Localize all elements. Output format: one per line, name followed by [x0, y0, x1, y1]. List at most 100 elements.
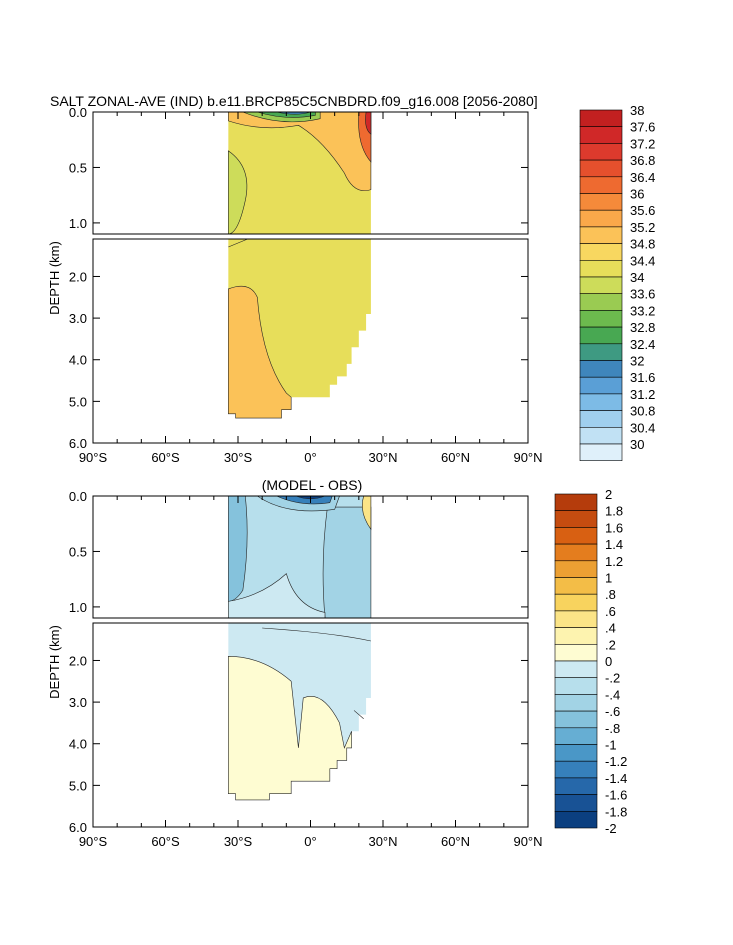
colorbar-cell [579, 310, 623, 328]
colorbar-cell [579, 193, 623, 211]
y-tick-label: 4.0 [69, 737, 87, 752]
x-tick-label: 60°S [151, 450, 180, 465]
plot1-panel: 0.0 0.5 1.0 2.0 3.0 4.0 5.0 6.090°S 60°S 30°S 0° 30… [69, 105, 543, 465]
colorbar-label: 36 [630, 187, 644, 202]
colorbar-label: .4 [605, 621, 616, 636]
colorbar-label: -2 [605, 821, 617, 836]
colorbar-label: 1.2 [605, 554, 623, 569]
y-tick-label: 0.0 [69, 105, 87, 120]
y-tick-label: 1.0 [69, 600, 87, 615]
colorbar-label: 30 [630, 437, 644, 452]
colorbar-label: -.6 [605, 704, 620, 719]
contour-east-mid [322, 506, 372, 619]
colorbar-label: 37.2 [630, 136, 655, 151]
colorbar-cell [554, 493, 598, 512]
y-tick-label: 5.0 [69, 394, 87, 409]
colorbar-label: 31.6 [630, 370, 655, 385]
colorbar-label: 32.4 [630, 337, 655, 352]
plot1-ylabel: DEPTH (km) [47, 241, 62, 315]
contour-deep-orange [228, 285, 292, 419]
contour-line-upper-lower [228, 238, 248, 248]
contour-deep-positive [228, 656, 352, 801]
colorbar-cell [554, 810, 598, 829]
colorbar-cell [579, 109, 623, 128]
colorbar-label: -.8 [605, 721, 620, 736]
colorbar-label: 35.6 [630, 203, 655, 218]
colorbar-cell [579, 276, 623, 295]
colorbar-label: 30.8 [630, 404, 655, 419]
colorbar-label: 35.2 [630, 220, 655, 235]
colorbar-label: -1.8 [605, 804, 627, 819]
colorbar-cell [579, 376, 623, 395]
contour-salty-2 [365, 111, 372, 135]
colorbar-label: 34 [630, 270, 644, 285]
colorbar-label: 1.8 [605, 504, 623, 519]
x-tick-label: 90°S [79, 450, 108, 465]
colorbar-label: 32.8 [630, 320, 655, 335]
colorbar-cell [579, 393, 623, 411]
colorbar-label: -1.2 [605, 754, 627, 769]
colorbar-label: 31.2 [630, 387, 655, 402]
colorbar-cell [579, 159, 623, 178]
colorbar-label: 32 [630, 354, 644, 369]
colorbar-label: 2 [605, 487, 612, 502]
y-tick-label: 3.0 [69, 311, 87, 326]
contour-high-north [228, 111, 372, 191]
y-tick-label: 2.0 [69, 269, 87, 284]
colorbar-cell [554, 694, 598, 712]
colorbar-label: -1.4 [605, 771, 627, 786]
x-tick-label: 0° [304, 450, 316, 465]
colorbar-label: -1.6 [605, 788, 627, 803]
colorbar-cell [554, 527, 598, 545]
y-tick-label: 6.0 [69, 820, 87, 835]
colorbar-cell [554, 593, 598, 612]
colorbar-cell [579, 209, 623, 228]
colorbar-label: 36.8 [630, 153, 655, 168]
contour-west-light [228, 573, 326, 619]
colorbar-cell [579, 343, 623, 361]
plot2-ylabel: DEPTH (km) [47, 625, 62, 699]
x-tick-label: 60°N [441, 834, 470, 849]
x-tick-label: 60°S [151, 834, 180, 849]
colorbar-cell [579, 426, 623, 445]
y-tick-label: 2.0 [69, 653, 87, 668]
y-tick-label: 4.0 [69, 353, 87, 368]
colorbar-cell [554, 643, 598, 662]
plot1-title: SALT ZONAL-AVE (IND) b.e11.BRCP85C5CNBDR… [50, 93, 538, 109]
x-tick-label: 30°S [224, 450, 253, 465]
colorbar-label: -1 [605, 738, 617, 753]
colorbar-cell [579, 443, 623, 462]
colorbar-cell [554, 610, 598, 628]
colorbar-cell [579, 243, 623, 261]
colorbar-cell [554, 777, 598, 795]
colorbar-cell [554, 577, 598, 595]
colorbar-label: -.4 [605, 687, 620, 702]
plot2-panel: 0.0 0.5 1.0 2.0 3.0 4.0 5.0 6.090°S 60°S 30°S 0° 30… [69, 489, 543, 849]
colorbar-cell [554, 727, 598, 745]
colorbar-cell [554, 794, 598, 812]
colorbar-cell [579, 143, 623, 161]
colorbar-label: .2 [605, 637, 616, 652]
colorbar-cell [579, 226, 623, 244]
colorbar-cell [554, 677, 598, 695]
x-tick-label: 90°N [513, 450, 542, 465]
y-tick-label: 3.0 [69, 695, 87, 710]
colorbar-label: .6 [605, 604, 616, 619]
colorbar-cell [579, 259, 623, 278]
plot2-title: (MODEL - OBS) [262, 477, 363, 493]
colorbar-cell [579, 176, 623, 194]
y-tick-label: 0.5 [69, 160, 87, 175]
colorbar-cell [554, 510, 598, 528]
colorbar-cell [579, 126, 623, 144]
colorbar-cell [554, 560, 598, 578]
colorbar-label: 36.4 [630, 170, 655, 185]
colorbar-cell [554, 760, 598, 779]
colorbar-cell [554, 543, 598, 562]
colorbar-cell [554, 744, 598, 762]
y-tick-label: 5.0 [69, 778, 87, 793]
contour-surface-warm [362, 495, 372, 531]
colorbar-cell [554, 710, 598, 729]
colorbar-label: -.2 [605, 671, 620, 686]
